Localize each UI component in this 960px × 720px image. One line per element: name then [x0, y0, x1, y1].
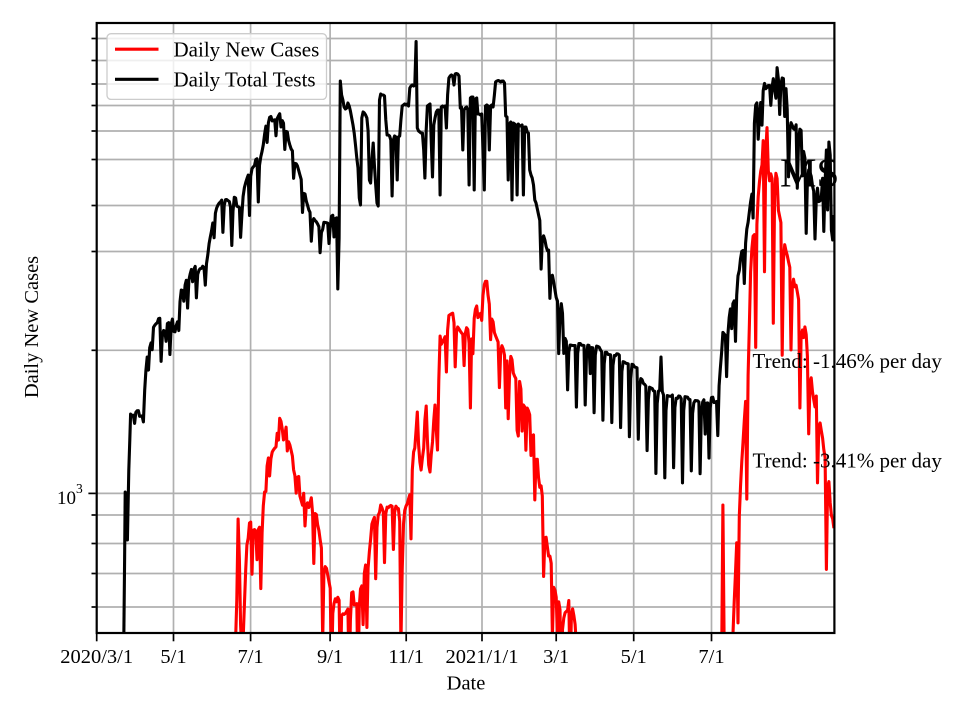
- svg-text:Trend: -3.41% per day: Trend: -3.41% per day: [753, 449, 943, 473]
- svg-text:7/1: 7/1: [237, 646, 263, 668]
- svg-text:Daily Total Tests: Daily Total Tests: [174, 68, 316, 92]
- svg-text:11/1: 11/1: [388, 646, 424, 668]
- svg-text:Daily New Cases: Daily New Cases: [21, 256, 43, 398]
- svg-text:Daily New Cases: Daily New Cases: [174, 38, 320, 62]
- svg-text:7/1: 7/1: [698, 646, 724, 668]
- svg-text:Date: Date: [447, 673, 486, 695]
- svg-text:5/1: 5/1: [621, 646, 647, 668]
- svg-text:3/1: 3/1: [543, 646, 569, 668]
- svg-text:5/1: 5/1: [160, 646, 186, 668]
- svg-text:2020/3/1: 2020/3/1: [60, 646, 133, 668]
- svg-text:Trend: -1.46% per day: Trend: -1.46% per day: [753, 349, 943, 373]
- svg-text:9/1: 9/1: [317, 646, 343, 668]
- svg-text:2021/1/1: 2021/1/1: [446, 646, 519, 668]
